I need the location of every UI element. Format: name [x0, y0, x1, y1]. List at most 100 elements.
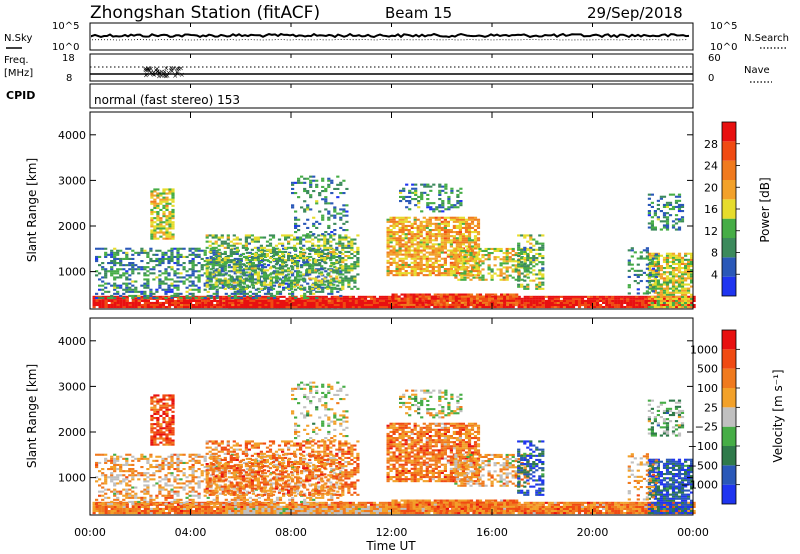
power-cell — [167, 306, 172, 309]
power-cell — [436, 299, 440, 302]
power-cell — [220, 240, 224, 243]
power-cell — [119, 262, 123, 265]
power-cell — [590, 306, 594, 309]
power-cell — [191, 288, 195, 291]
power-cell — [470, 218, 475, 221]
power-cell — [481, 299, 486, 302]
power-cell — [538, 255, 542, 258]
power-cell — [95, 292, 99, 295]
power-cell — [452, 239, 456, 242]
power-cell — [446, 270, 450, 273]
power-cell — [271, 281, 276, 284]
power-cell — [413, 220, 417, 223]
power-cell — [168, 221, 172, 224]
power-cell — [308, 252, 312, 255]
power-cell — [386, 268, 390, 271]
power-cell — [317, 255, 321, 258]
power-cell — [168, 211, 172, 214]
power-cell — [605, 295, 609, 298]
power-cell — [429, 206, 433, 209]
power-cell — [541, 306, 545, 309]
nave-marker: × — [145, 66, 151, 74]
power-cell — [514, 266, 518, 269]
power-cell — [339, 183, 343, 186]
power-cell — [250, 248, 254, 251]
power-cell — [469, 270, 473, 273]
power-cell — [466, 247, 470, 250]
power-cell — [238, 275, 242, 278]
nave-marker: × — [175, 70, 181, 78]
power-cell — [650, 301, 654, 304]
power-cell — [159, 223, 163, 226]
power-cell — [541, 275, 545, 278]
power-cell — [458, 224, 462, 227]
power-cell — [110, 266, 114, 269]
power-cell — [684, 289, 688, 292]
power-cell — [208, 287, 212, 290]
power-cell — [388, 304, 392, 307]
power-cell — [647, 291, 651, 294]
power-cell — [587, 301, 591, 304]
power-cell — [487, 254, 491, 257]
power-cell — [458, 243, 462, 246]
power-cell — [191, 282, 195, 285]
power-cell — [171, 227, 175, 230]
power-cell — [469, 258, 473, 261]
power-cell — [104, 306, 108, 309]
power-cell — [671, 295, 675, 298]
power-cell — [226, 244, 230, 247]
power-cell — [341, 252, 345, 255]
power-cell — [454, 256, 458, 259]
power-cell — [256, 277, 260, 280]
power-cell — [599, 299, 603, 302]
power-cell — [259, 257, 263, 260]
power-cell — [228, 299, 232, 302]
power-cell — [426, 202, 430, 205]
power-cell — [288, 304, 292, 307]
power-cell — [341, 277, 345, 280]
power-cell — [232, 252, 236, 255]
power-cell — [517, 265, 521, 268]
power-cell — [291, 299, 295, 302]
power-cell — [140, 306, 144, 309]
power-cell — [458, 220, 462, 223]
power-cell — [439, 301, 443, 304]
power-cell — [391, 306, 395, 309]
power-cell — [523, 275, 527, 278]
power-cell — [287, 236, 291, 239]
power-cell — [665, 293, 670, 296]
power-cell — [218, 286, 222, 289]
power-cell — [356, 250, 360, 253]
power-cell — [232, 261, 236, 264]
power-cell — [469, 301, 474, 304]
power-cell — [156, 227, 160, 230]
power-cell — [574, 297, 579, 300]
power-cell — [101, 284, 105, 287]
power-cell — [611, 301, 615, 304]
power-cell — [623, 301, 627, 304]
power-cell — [454, 266, 458, 269]
power-cell — [453, 204, 457, 207]
power-cell — [515, 293, 519, 296]
power-cell — [529, 306, 533, 309]
power-cell — [149, 272, 153, 275]
power-cell — [388, 306, 392, 309]
power-cell — [461, 235, 465, 238]
power-cell — [446, 224, 450, 227]
power-cell — [454, 297, 458, 300]
power-cell — [407, 255, 411, 258]
power-cell — [171, 215, 175, 218]
power-cell — [113, 284, 117, 287]
power-cell — [505, 274, 509, 277]
power-cell — [245, 286, 249, 289]
power-cell — [671, 267, 676, 270]
power-cell — [440, 220, 444, 223]
power-cell — [356, 252, 360, 255]
power-cell — [490, 268, 494, 271]
power-cell — [485, 297, 489, 300]
power-cell — [473, 218, 478, 221]
power-cell — [326, 238, 330, 241]
power-cell — [282, 306, 286, 309]
power-cell — [318, 268, 322, 271]
power-cell — [168, 225, 172, 228]
